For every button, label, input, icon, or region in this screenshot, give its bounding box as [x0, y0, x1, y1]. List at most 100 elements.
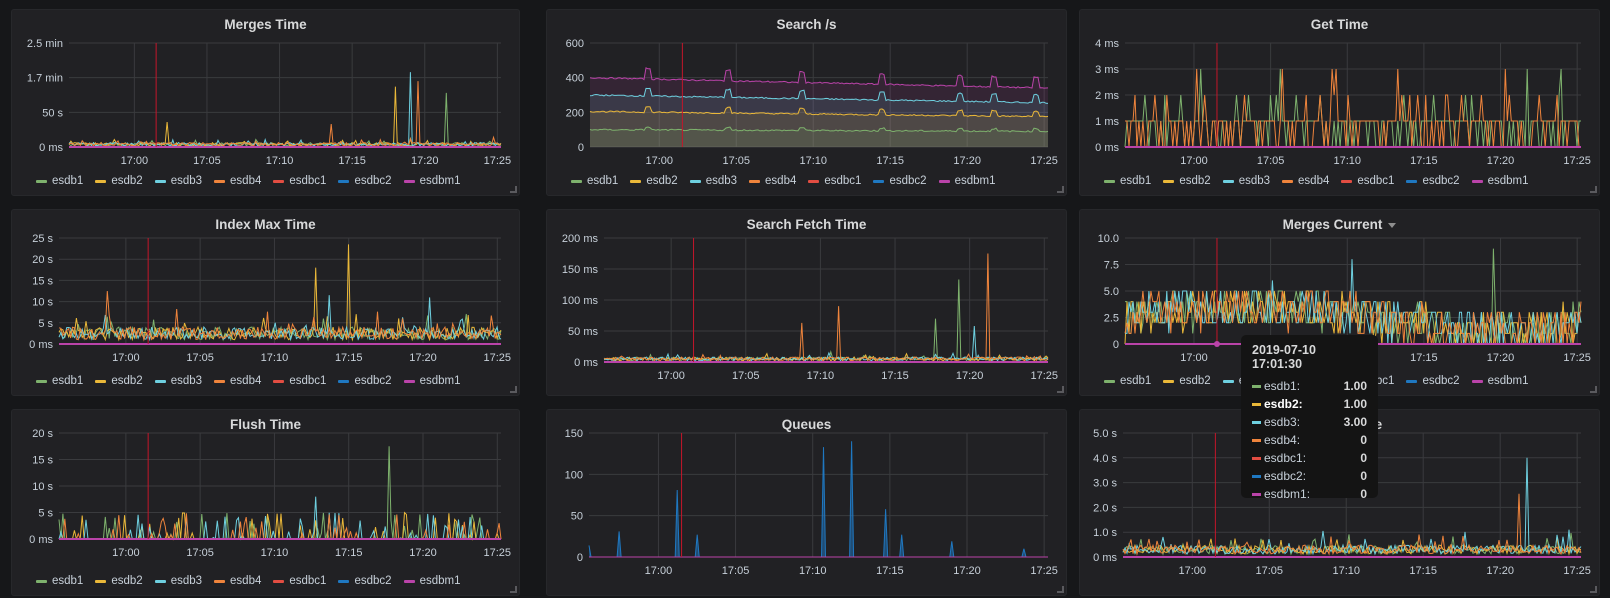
x-tick-label: 17:25	[1563, 565, 1591, 577]
graph-get-time[interactable]: 0 ms 1 ms 2 ms 3 ms 4 ms 17:00 17:05 17:10 17:15…	[1080, 10, 1601, 197]
panel-resize-handle[interactable]	[510, 386, 517, 393]
y-tick-label: 25 s	[32, 233, 53, 245]
series-line-esdbc2[interactable]	[588, 441, 1048, 558]
legend-label: esdb3	[1238, 175, 1271, 187]
panel-resize-handle[interactable]	[510, 586, 517, 593]
panel-resize-handle[interactable]	[1590, 386, 1597, 393]
legend-item-esdbc2[interactable]: esdbc2	[338, 575, 392, 587]
panel-search-rate[interactable]: Search /s 0 200 400 600 17:00 17:05 17:10 17:15 1…	[546, 9, 1067, 196]
series-line-esdb4[interactable]	[58, 290, 502, 342]
panel-resize-handle[interactable]	[1590, 186, 1597, 193]
legend-item-esdb4[interactable]: esdb4	[749, 175, 796, 187]
legend-item-esdb1[interactable]: esdb1	[36, 575, 83, 587]
graph-merges-time[interactable]: 0 ms 50 s 1.7 min 2.5 min 17:00 17:05 17:10 17:…	[12, 10, 521, 197]
series-line-esdb3[interactable]	[1125, 259, 1582, 345]
legend-item-esdbm1[interactable]: esdbm1	[403, 175, 460, 187]
series-line-esdb1[interactable]	[603, 279, 1049, 362]
legend-item-esdbm1[interactable]: esdbm1	[403, 375, 460, 387]
series-line-esdb1[interactable]	[1122, 533, 1582, 556]
legend-item-esdb2[interactable]: esdb2	[1163, 375, 1211, 387]
legend-item-esdb2[interactable]: esdb2	[1163, 175, 1211, 187]
series-line-esdb4[interactable]	[68, 81, 502, 147]
series-line-esdb4[interactable]	[1125, 68, 1581, 148]
panel-title[interactable]: Merges Current	[1080, 217, 1599, 232]
series-line-esdb2[interactable]	[589, 106, 1049, 118]
legend-item-esdb1[interactable]: esdb1	[36, 375, 83, 387]
legend-item-esdbc1[interactable]: esdbc1	[1341, 175, 1394, 187]
panel-title[interactable]: Flush Time	[12, 417, 519, 432]
legend-item-esdb3[interactable]: esdb3	[154, 575, 202, 587]
legend-item-esdb1[interactable]: esdb1	[1104, 375, 1151, 387]
panel-resize-handle[interactable]	[1057, 586, 1064, 593]
y-tick-label: 100	[565, 469, 583, 481]
panel-title[interactable]: Index Max Time	[12, 217, 519, 232]
series-line-esdb4[interactable]	[1122, 493, 1582, 556]
panel-get-time[interactable]: Get Time 0 ms 1 ms 2 ms 3 ms 4 ms 17:00 17:05 17…	[1079, 9, 1600, 196]
graph-search-rate[interactable]: 0 200 400 600 17:00 17:05 17:10 17:15 17:20 17:25	[547, 10, 1068, 197]
panel-index-max-time[interactable]: Index Max Time 0 ms 5 s 10 s 15 s 20 s 25 s 17:…	[11, 209, 520, 396]
panel-title[interactable]: Get Time	[1080, 17, 1599, 32]
series-line-esdb1[interactable]	[68, 92, 502, 147]
legend-item-esdbm1[interactable]: esdbm1	[1471, 175, 1528, 187]
panel-title[interactable]: Merges Time	[12, 17, 519, 32]
panel-title[interactable]: Search /s	[547, 17, 1066, 32]
panel-title[interactable]: Queues	[547, 417, 1066, 432]
graph-queues[interactable]: 0 50 100 150 17:00 17:05 17:10 17:15 17:20 17:25	[547, 410, 1068, 597]
legend-item-esdb4[interactable]: esdb4	[214, 575, 261, 587]
legend-item-esdb3[interactable]: esdb3	[689, 175, 738, 187]
legend-item-esdbc2[interactable]: esdbc2	[873, 175, 927, 187]
panel-queues[interactable]: Queues 0 50 100 150 17:00 17:05 17:10 17:15 17:20…	[546, 409, 1067, 596]
panel-merges-time[interactable]: Merges Time 0 ms 50 s 1.7 min 2.5 min 17:00 17…	[11, 9, 520, 196]
legend-item-esdbm1[interactable]: esdbm1	[938, 175, 995, 187]
legend-item-esdb2[interactable]: esdb2	[95, 375, 143, 387]
legend-swatch	[1341, 179, 1353, 183]
legend-item-esdb4[interactable]: esdb4	[214, 175, 261, 187]
series-line-esdb4[interactable]	[603, 253, 1049, 362]
legend-item-esdb4[interactable]: esdb4	[214, 375, 261, 387]
legend-item-esdbc1[interactable]: esdbc1	[273, 575, 326, 587]
graph-flush-time[interactable]: 0 ms 5 s 10 s 15 s 20 s 17:00 17:05 17:10 17:15 1…	[12, 410, 521, 597]
legend-item-esdb3[interactable]: esdb3	[154, 375, 202, 387]
legend-item-esdb4[interactable]: esdb4	[1282, 175, 1329, 187]
panel-title[interactable]: Search Fetch Time	[547, 217, 1066, 232]
y-tick-label: 5 s	[38, 318, 53, 330]
legend-item-esdbc1[interactable]: esdbc1	[273, 175, 326, 187]
series-line-esdb3[interactable]	[603, 325, 1049, 362]
legend-item-esdb1[interactable]: esdb1	[36, 175, 83, 187]
panel-flush-time[interactable]: Flush Time 0 ms 5 s 10 s 15 s 20 s 17:00 17:05 1…	[11, 409, 520, 596]
series-line-esdb3[interactable]	[1122, 457, 1582, 556]
series-line-esdb3[interactable]	[589, 87, 1049, 105]
legend-item-esdbc1[interactable]: esdbc1	[808, 175, 861, 187]
legend-item-esdb1[interactable]: esdb1	[571, 175, 618, 187]
legend-item-esdb2[interactable]: esdb2	[630, 175, 678, 187]
series-line-esdbm1[interactable]	[589, 67, 1049, 89]
legend-item-esdb2[interactable]: esdb2	[95, 575, 143, 587]
legend-item-esdbc2[interactable]: esdbc2	[1406, 175, 1460, 187]
legend-item-esdb3[interactable]: esdb3	[154, 175, 202, 187]
legend-item-esdb1[interactable]: esdb1	[1104, 175, 1151, 187]
legend-item-esdbm1[interactable]: esdbm1	[1471, 375, 1528, 387]
panel-resize-handle[interactable]	[1057, 186, 1064, 193]
series-line-esdb1[interactable]	[589, 126, 1049, 133]
panel-resize-handle[interactable]	[1590, 586, 1597, 593]
legend-item-esdbc2[interactable]: esdbc2	[1406, 375, 1460, 387]
series-line-esdb3[interactable]	[68, 72, 501, 147]
series-line-esdb4[interactable]	[1124, 290, 1582, 345]
series-line-esdb2[interactable]	[68, 86, 502, 147]
legend-label: esdb3	[705, 175, 738, 187]
series-line-esdb2[interactable]	[58, 244, 502, 342]
graph-index-max-time[interactable]: 0 ms 5 s 10 s 15 s 20 s 25 s 17:00 17:05 17:10 17…	[12, 210, 521, 397]
graph-search-fetch-time[interactable]: 0 ms 50 ms 100 ms 150 ms 200 ms 17:00 17:05 17:…	[547, 210, 1068, 397]
legend-item-esdb2[interactable]: esdb2	[95, 175, 143, 187]
y-tick-label: 2 ms	[1095, 90, 1119, 102]
panel-resize-handle[interactable]	[1057, 386, 1064, 393]
legend-item-esdbc1[interactable]: esdbc1	[273, 375, 326, 387]
legend-item-esdb3[interactable]: esdb3	[1222, 175, 1271, 187]
panel-search-fetch-time[interactable]: Search Fetch Time 0 ms 50 ms 100 ms 150 ms 20…	[546, 209, 1067, 396]
panel-resize-handle[interactable]	[510, 186, 517, 193]
legend-item-esdbc2[interactable]: esdbc2	[338, 375, 392, 387]
panel-menu-caret-icon[interactable]	[1388, 222, 1397, 228]
legend-item-esdbc2[interactable]: esdbc2	[338, 175, 392, 187]
legend-item-esdbm1[interactable]: esdbm1	[403, 575, 460, 587]
